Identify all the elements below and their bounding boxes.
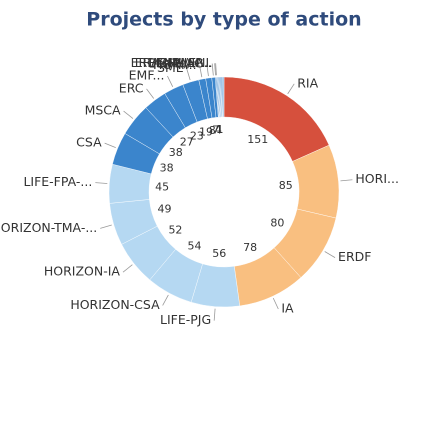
- leader-line: [272, 297, 279, 310]
- leader-line: [199, 65, 203, 78]
- value-label: 38: [160, 161, 174, 174]
- value-label: 85: [279, 179, 293, 192]
- category-label: ERC: [119, 80, 144, 95]
- value-label: 1: [216, 123, 223, 136]
- leader-line: [162, 294, 169, 306]
- category-label: ENPI/ENI: [156, 55, 210, 70]
- category-label: HORIZON-TMA-...: [0, 220, 97, 235]
- category-label: EMF...: [129, 68, 165, 83]
- chart-title: Projects by type of action: [86, 9, 361, 31]
- value-label: 52: [168, 224, 182, 237]
- donut-slice: [222, 76, 225, 118]
- value-label: 8: [209, 124, 216, 137]
- value-label: 45: [155, 181, 169, 194]
- leader-line: [215, 63, 217, 76]
- leader-line: [206, 64, 209, 77]
- leader-line: [146, 88, 155, 99]
- value-label: 78: [243, 241, 257, 254]
- leader-line: [122, 264, 133, 273]
- category-label: RIA: [297, 75, 318, 90]
- category-label: ERDF: [338, 249, 371, 264]
- category-label: LIFE-FPA-...: [23, 174, 92, 189]
- leader-line: [186, 68, 191, 81]
- category-label: HORIZON-CSA: [70, 297, 160, 312]
- leader-line: [213, 308, 216, 321]
- value-label: 4: [215, 123, 222, 136]
- leader-line: [123, 110, 134, 119]
- leader-line: [95, 182, 108, 184]
- category-label: HORI...: [355, 171, 399, 186]
- value-label: 38: [169, 146, 183, 159]
- category-label: MSCA: [85, 103, 121, 118]
- value-label: 80: [270, 217, 284, 230]
- category-label: ERASMUS-...: [135, 55, 212, 70]
- value-label: 54: [188, 240, 202, 253]
- value-label: 1: [216, 123, 223, 136]
- category-label: IA: [281, 301, 294, 316]
- category-label: SME: [157, 60, 184, 75]
- leader-line: [324, 251, 336, 258]
- leader-line: [211, 63, 214, 76]
- value-label: 23: [190, 129, 204, 142]
- value-label: 7: [212, 124, 219, 137]
- leader-line: [287, 83, 295, 95]
- category-label: ERDF;IPA/IP...: [131, 55, 213, 70]
- category-label: CSA: [76, 135, 102, 150]
- value-label: 27: [180, 135, 194, 148]
- value-label: 19: [199, 126, 213, 139]
- value-label: 151: [247, 133, 268, 146]
- value-label: 56: [212, 247, 226, 260]
- leader-line: [100, 224, 112, 229]
- leader-line: [104, 142, 116, 149]
- leader-line: [167, 75, 174, 88]
- leader-line: [214, 63, 216, 76]
- category-label: HORIZON-IA: [44, 264, 121, 279]
- leader-line: [340, 179, 353, 182]
- value-label: 49: [158, 202, 172, 215]
- category-label: LIFE-PJG: [160, 312, 211, 327]
- category-label: HORI...: [153, 57, 197, 72]
- category-label: EMFF-AG: [149, 56, 204, 71]
